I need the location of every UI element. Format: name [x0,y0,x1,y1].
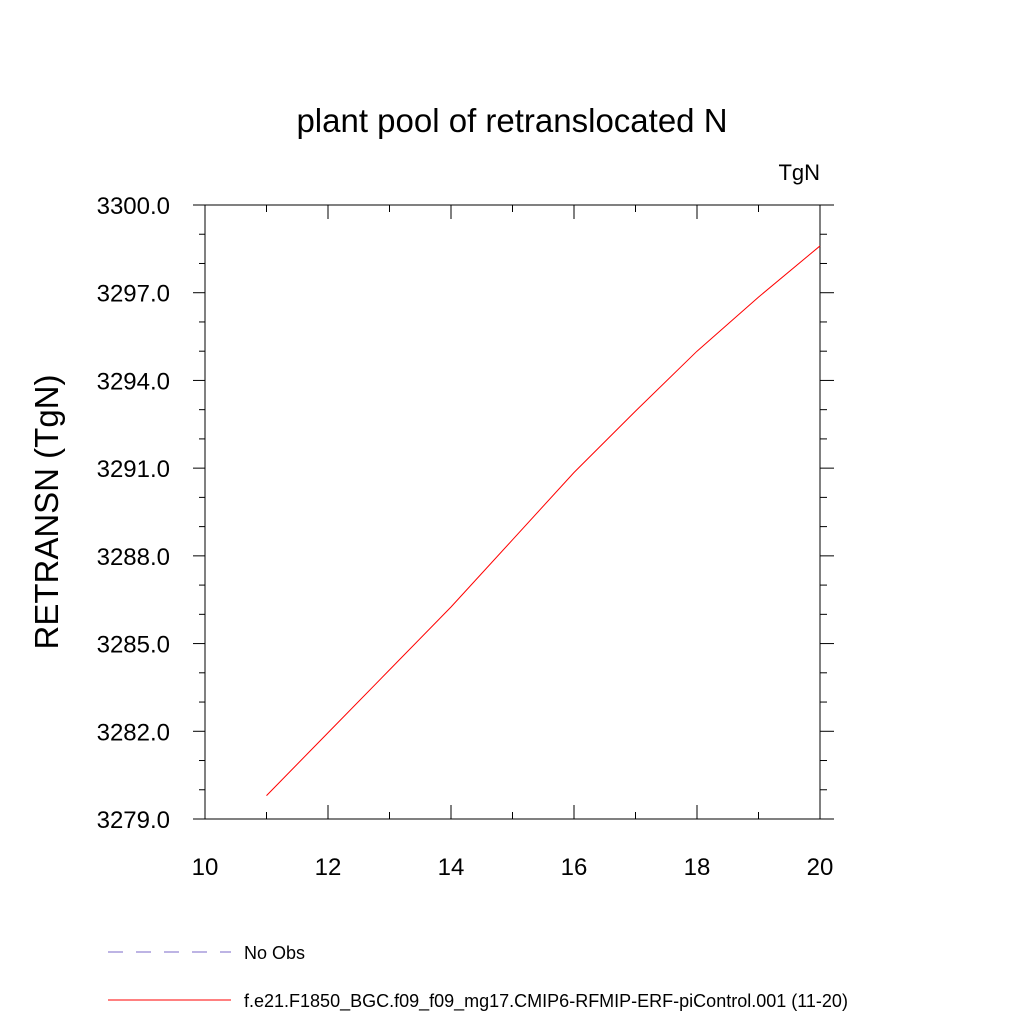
x-tick-label: 18 [684,854,711,881]
y-tick-label: 3288.0 [97,544,170,571]
x-tick-label: 14 [438,854,465,881]
series-line-1 [266,245,821,796]
y-tick-label: 3279.0 [97,807,170,834]
y-tick-label: 3291.0 [97,456,170,483]
y-tick-label: 3300.0 [97,193,170,220]
chart-title: plant pool of retranslocated N [296,102,727,139]
units-label: TgN [778,160,820,185]
y-tick-label: 3282.0 [97,719,170,746]
x-tick-label: 12 [315,854,342,881]
y-tick-label: 3294.0 [97,368,170,395]
plot-area: 10 12 14 16 18 20 3279.0 3282.0 3285.0 3288.0 3291… [97,193,834,881]
y-axis-label: RETRANSN (TgN) [28,374,65,649]
legend-label-0: No Obs [244,943,305,963]
y-tick-label: 3297.0 [97,281,170,308]
x-tick-label: 10 [192,854,219,881]
legend-label-1: f.e21.F1850_BGC.f09_f09_mg17.CMIP6-RFMIP… [244,991,848,1012]
legend: No Obs f.e21.F1850_BGC.f09_f09_mg17.CMIP6… [108,943,848,1012]
x-tick-label: 16 [561,854,588,881]
y-tick-label: 3285.0 [97,632,170,659]
x-tick-label: 20 [807,854,834,881]
plot-frame [204,204,821,820]
